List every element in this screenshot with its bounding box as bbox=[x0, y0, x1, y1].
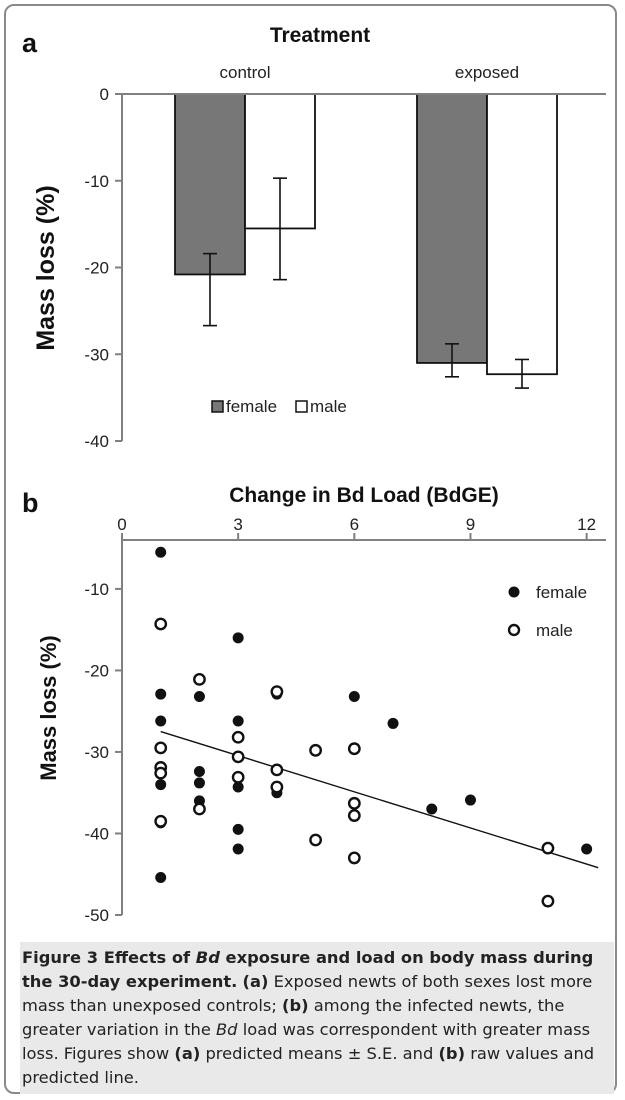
panel-b-point-male bbox=[193, 673, 206, 686]
panel-a-y-tick-label: -20 bbox=[84, 259, 109, 278]
panel-b-point-male bbox=[154, 741, 168, 755]
panel-b-y-tick-label: -30 bbox=[84, 743, 109, 762]
caption-text-4: predicted means ± S.E. and bbox=[200, 1044, 439, 1063]
figure-charts: a Treatment Mass loss (%) 0 -10 -20 -30 -40 c… bbox=[22, 24, 606, 925]
panel-b-point-male bbox=[270, 763, 284, 777]
panel-b-point-male bbox=[193, 802, 206, 816]
panel-a-title: Treatment bbox=[270, 24, 370, 47]
panel-b-y-tick-label: -20 bbox=[84, 661, 109, 680]
panel-b-ylabel: Mass loss (%) bbox=[36, 635, 61, 781]
panel-b-trend-line bbox=[160, 730, 599, 869]
caption-fig-label: Figure 3 bbox=[22, 948, 99, 967]
panel-a-legend-swatch-female bbox=[211, 400, 224, 413]
panel-a-label: a bbox=[22, 28, 38, 58]
panel-b-y-tick-label: -40 bbox=[84, 824, 109, 843]
caption-b-ref2: (b) bbox=[438, 1044, 466, 1063]
panel-b-x-tick-label: 9 bbox=[466, 515, 475, 534]
panel-b-point-female bbox=[232, 823, 244, 835]
panel-b-point-female bbox=[193, 777, 205, 789]
panel-b-point-male bbox=[309, 833, 322, 847]
caption-title-1: Effects of bbox=[103, 948, 196, 967]
panel-a-legend-label-male: male bbox=[310, 397, 347, 416]
panel-b-point-male bbox=[270, 685, 284, 699]
caption-a-ref2: (a) bbox=[174, 1044, 201, 1063]
caption-text-3: load was correspondent with greater mass… bbox=[22, 1020, 591, 1063]
panel-a-y-tick-label: -10 bbox=[84, 172, 109, 191]
panel-b-point-male bbox=[154, 814, 168, 828]
panel-b-x-tick-label: 6 bbox=[350, 515, 359, 534]
panel-b-point-female bbox=[155, 715, 167, 727]
panel-a-category-label: control bbox=[219, 63, 270, 82]
caption-text-italic: Bd bbox=[216, 1020, 238, 1039]
panel-b-point-male bbox=[309, 743, 322, 757]
panel-b-point-female bbox=[426, 803, 438, 815]
panel-b-point-male bbox=[347, 796, 361, 810]
panel-b-point-male bbox=[347, 809, 361, 822]
figure-caption: Figure 3 Effects of Bd exposure and load… bbox=[20, 942, 614, 1094]
panel-b-point-female bbox=[232, 715, 244, 727]
panel-b-point-male bbox=[270, 780, 284, 794]
panel-b-point-male bbox=[541, 894, 555, 908]
panel-a-legend-label-female: female bbox=[226, 397, 277, 416]
panel-b-point-female bbox=[193, 691, 205, 703]
panel-b-legend-label-male: male bbox=[536, 621, 573, 640]
panel-a-y-tick-label: 0 bbox=[100, 85, 109, 104]
panel-b-x-tick-label: 0 bbox=[117, 515, 126, 534]
panel-a-bar-female bbox=[174, 93, 246, 276]
panel-b-point-female bbox=[232, 843, 244, 855]
panel-b-y-tick-label: -10 bbox=[84, 580, 109, 599]
panel-b-point-female bbox=[464, 794, 476, 806]
panel-b-point-female bbox=[155, 688, 167, 700]
caption-b-ref: (b) bbox=[282, 996, 309, 1015]
panel-b-point-female bbox=[155, 546, 167, 558]
panel-a-y-tick-label: -40 bbox=[84, 432, 109, 451]
panel-b-point-male bbox=[154, 617, 168, 631]
panel-b-x-tick-label: 12 bbox=[577, 515, 596, 534]
panel-a-ylabel: Mass loss (%) bbox=[32, 185, 60, 350]
panel-b-point-female bbox=[232, 632, 244, 644]
panel-a-legend-swatch-male bbox=[295, 400, 308, 413]
panel-b-y-tick-label: -50 bbox=[84, 906, 109, 925]
panel-b-plot: 0 3 6 9 12 -10 -20 -30 -40 -50 female male bbox=[84, 515, 606, 925]
panel-b-point-male bbox=[347, 851, 361, 865]
panel-a-category-label: exposed bbox=[455, 63, 519, 82]
caption-a-ref: (a) bbox=[242, 972, 269, 991]
panel-b-legend-marker-male bbox=[507, 623, 521, 637]
panel-b-point-male bbox=[154, 766, 168, 780]
panel-b-point-female bbox=[348, 691, 360, 703]
panel-b-legend-marker-female bbox=[508, 586, 520, 598]
panel-b-point-female bbox=[581, 843, 593, 855]
panel-b-x-tick-label: 3 bbox=[233, 515, 242, 534]
panel-b-point-female bbox=[155, 872, 167, 883]
caption-title-italic: Bd bbox=[195, 948, 220, 967]
panel-b-xlabel: Change in Bd Load (BdGE) bbox=[229, 484, 498, 507]
panel-b-point-male bbox=[231, 750, 245, 764]
caption-title-2: exposure and load on body mass during th… bbox=[22, 948, 594, 991]
caption-text-1: Exposed newts of both sexes lost more ma… bbox=[22, 972, 593, 1015]
panel-a-plot: 0 -10 -20 -30 -40 control exposed female male bbox=[84, 63, 606, 451]
panel-b-point-female bbox=[193, 766, 205, 778]
panel-b-point-male bbox=[347, 742, 361, 756]
panel-b-point-male bbox=[541, 841, 555, 855]
caption-text-2: among the infected newts, the greater va… bbox=[22, 996, 565, 1039]
caption-text-5: raw values and predicted line. bbox=[22, 1044, 595, 1087]
panel-b-point-male bbox=[231, 730, 245, 744]
panel-b-point-female bbox=[387, 717, 399, 729]
panel-a-y-tick-label: -30 bbox=[84, 345, 109, 364]
panel-b-point-male bbox=[231, 770, 245, 784]
panel-b-legend-label-female: female bbox=[536, 583, 587, 602]
panel-a-bar-female bbox=[416, 93, 488, 364]
panel-a-bar-male bbox=[486, 93, 558, 376]
panel-b-point-female bbox=[155, 779, 167, 791]
panel-b-label: b bbox=[22, 488, 39, 518]
